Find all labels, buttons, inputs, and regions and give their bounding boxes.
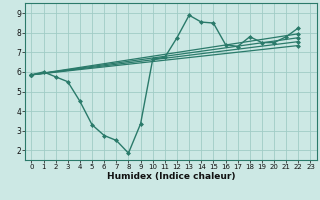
X-axis label: Humidex (Indice chaleur): Humidex (Indice chaleur) — [107, 172, 235, 181]
